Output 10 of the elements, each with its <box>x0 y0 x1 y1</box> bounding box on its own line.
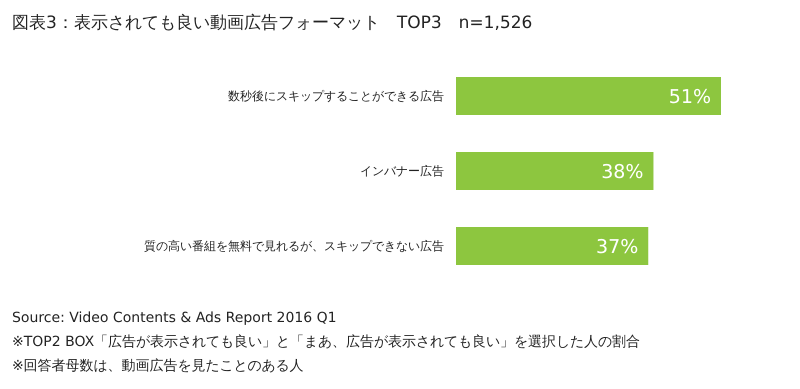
annotation: ※TOP2 BOX「広告が表示されても良い」と「まあ、広告が表示されても良い」を選択した人の割合 <box>12 334 640 350</box>
data-label: 38% <box>601 161 644 183</box>
data-label: 51% <box>668 86 711 108</box>
title: 図表3：表示されても良い動画広告フォーマット TOP3 n=1,526 <box>12 13 532 33</box>
category: 質の高い番組を無料で見れるが、スキップできない広告 <box>144 239 444 253</box>
category: インバナー広告 <box>360 164 444 178</box>
annotation: Source: Video Contents & Ads Report 2016 Q1 <box>12 310 337 326</box>
annotation: ※回答者母数は、動画広告を見たことのある人 <box>12 358 304 374</box>
data-label: 37% <box>596 236 638 258</box>
category: 数秒後にスキップすることができる広告 <box>228 89 444 103</box>
